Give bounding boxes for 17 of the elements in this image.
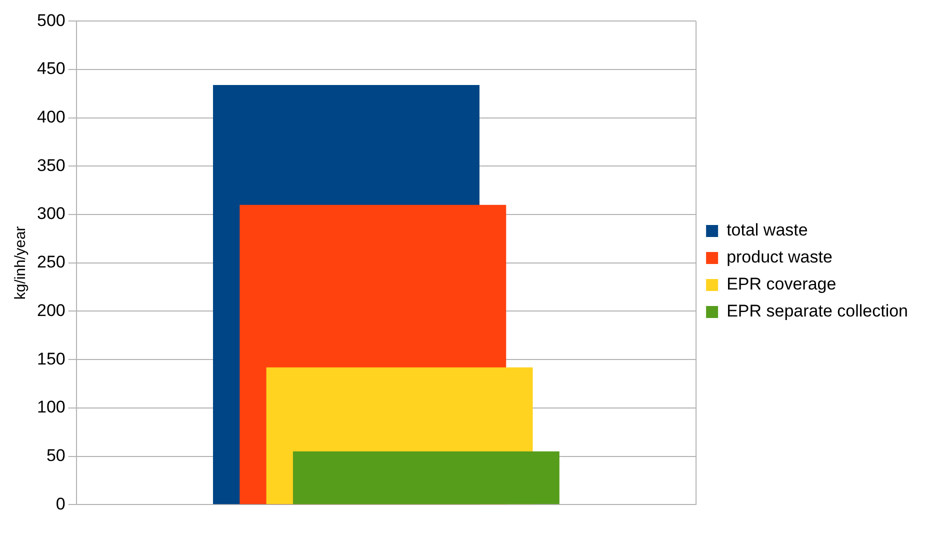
y-tick-label: 150 [36, 349, 66, 368]
y-tick-label: 350 [36, 156, 66, 175]
y-tick-label: 300 [36, 204, 66, 224]
y-tick-label: 50 [46, 446, 66, 465]
legend-label: EPR separate collection [726, 302, 908, 321]
y-tick-label: 200 [36, 300, 66, 320]
legend-label: total waste [726, 220, 808, 240]
y-tick-label: 250 [36, 252, 66, 272]
bar [292, 451, 560, 504]
y-tick-label: 0 [56, 494, 66, 514]
y-tick-label: 100 [36, 398, 66, 417]
y-tick-label: 450 [36, 59, 66, 78]
legend-label: product waste [726, 248, 832, 267]
y-tick-label: 500 [36, 10, 66, 30]
y-axis-title: kg/inh/year [12, 226, 30, 300]
legend-label: EPR coverage [726, 274, 836, 294]
y-tick-label: 400 [36, 108, 66, 127]
